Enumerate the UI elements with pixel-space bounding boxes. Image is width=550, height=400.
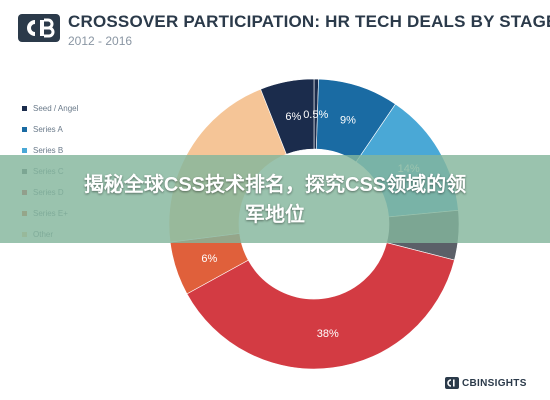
banner-line-1: 揭秘全球CSS技术排名，探究CSS领域的领: [83, 174, 467, 196]
legend-item-series-b: Series B: [22, 140, 78, 161]
slice-label-series-a: 9%: [340, 114, 356, 126]
overlay-banner: 揭秘全球CSS技术排名，探究CSS领域的领 军地位: [0, 155, 550, 243]
legend-label: Seed / Angel: [33, 104, 79, 113]
legend-swatch: [22, 106, 27, 111]
banner-line-2: 军地位: [245, 204, 305, 226]
slice-label-series-e: 6%: [201, 253, 217, 265]
legend-item-series-a: Series A: [22, 119, 78, 140]
slice-unlabeled-7: [260, 78, 315, 155]
chart-subtitle: 2012 - 2016: [68, 34, 133, 48]
cb-insights-small-logo-icon: [445, 377, 459, 389]
slice-label-series-d: 38%: [317, 328, 339, 340]
slice-series-d: [186, 242, 455, 370]
chart-header: CROSSOVER PARTICIPATION: HR TECH DEALS B…: [0, 0, 550, 62]
banner-text: 揭秘全球CSS技术排名，探究CSS领域的领 军地位: [0, 170, 550, 230]
footer-brand: CBINSIGHTS: [445, 377, 527, 389]
chart-title: CROSSOVER PARTICIPATION: HR TECH DEALS B…: [68, 12, 550, 31]
cb-insights-logo-icon: [18, 14, 60, 42]
footer-brand-text: CBINSIGHTS: [462, 377, 527, 389]
slice-label-unlabeled-7: 6%: [285, 111, 301, 123]
slice-label-seed-angel: 0.5%: [303, 109, 328, 121]
legend-swatch: [22, 127, 27, 132]
legend-label: Series B: [33, 146, 64, 155]
legend-label: Series A: [33, 125, 63, 134]
legend-swatch: [22, 148, 27, 153]
legend-item-seed-angel: Seed / Angel: [22, 98, 78, 119]
